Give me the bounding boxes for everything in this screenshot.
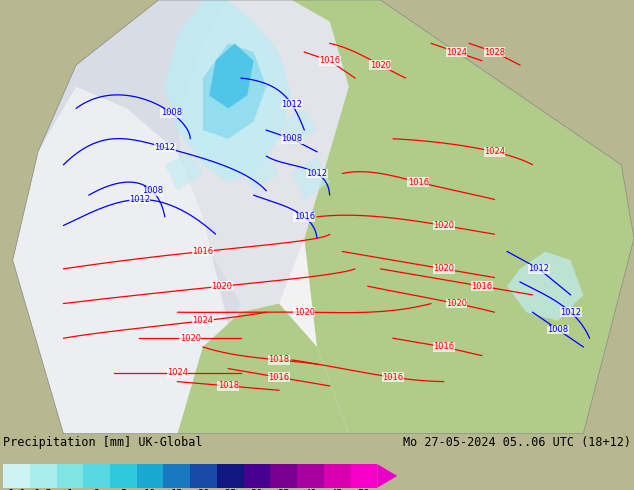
Text: 1020: 1020	[433, 221, 455, 230]
Text: 1016: 1016	[192, 247, 214, 256]
Text: 1012: 1012	[560, 308, 581, 317]
Text: 1012: 1012	[306, 169, 328, 178]
Text: 1020: 1020	[433, 265, 455, 273]
Polygon shape	[63, 0, 349, 434]
Polygon shape	[190, 122, 228, 156]
Polygon shape	[241, 152, 279, 191]
Text: 1018: 1018	[217, 381, 239, 391]
Text: 1020: 1020	[179, 334, 201, 343]
Text: 1018: 1018	[268, 355, 290, 365]
Text: 1024: 1024	[192, 317, 214, 325]
Text: 1016: 1016	[294, 212, 315, 221]
Bar	[217, 464, 243, 488]
Text: 1016: 1016	[382, 373, 404, 382]
Polygon shape	[377, 464, 398, 488]
Text: 1016: 1016	[408, 178, 429, 187]
Bar	[297, 464, 324, 488]
Bar	[30, 464, 56, 488]
Text: 1012: 1012	[129, 195, 150, 204]
Text: 1012: 1012	[528, 265, 550, 273]
Text: 1020: 1020	[446, 299, 467, 308]
Text: 1012: 1012	[154, 143, 176, 152]
Polygon shape	[380, 0, 634, 434]
Bar	[56, 464, 83, 488]
Polygon shape	[13, 0, 241, 434]
Bar	[137, 464, 164, 488]
Polygon shape	[13, 87, 228, 434]
Bar	[270, 464, 297, 488]
Text: 1008: 1008	[141, 186, 163, 196]
Bar	[243, 464, 270, 488]
Polygon shape	[165, 152, 203, 191]
Text: 1020: 1020	[211, 282, 233, 291]
Polygon shape	[203, 44, 266, 139]
Text: 1016: 1016	[268, 373, 290, 382]
Text: 1020: 1020	[370, 61, 391, 70]
Text: Mo 27-05-2024 05..06 UTC (18+12): Mo 27-05-2024 05..06 UTC (18+12)	[403, 436, 631, 449]
Text: 1008: 1008	[160, 108, 182, 117]
Text: 1024: 1024	[446, 48, 467, 56]
Text: 1024: 1024	[484, 147, 505, 156]
Text: 1016: 1016	[319, 56, 340, 65]
Polygon shape	[292, 156, 330, 199]
Text: 1016: 1016	[433, 343, 455, 351]
Polygon shape	[507, 251, 583, 321]
Text: 1012: 1012	[281, 99, 302, 109]
Text: 1008: 1008	[281, 134, 302, 143]
Text: 1008: 1008	[547, 325, 569, 334]
Polygon shape	[292, 0, 634, 434]
Text: 1024: 1024	[167, 368, 188, 377]
Polygon shape	[279, 108, 317, 147]
Polygon shape	[209, 44, 254, 108]
Polygon shape	[165, 0, 292, 182]
Bar	[3, 464, 30, 488]
Text: 1016: 1016	[471, 282, 493, 291]
Text: 1020: 1020	[294, 308, 315, 317]
Bar	[351, 464, 377, 488]
Bar	[110, 464, 137, 488]
Polygon shape	[13, 0, 634, 434]
Bar	[324, 464, 351, 488]
Polygon shape	[0, 0, 158, 434]
Text: Precipitation [mm] UK-Global: Precipitation [mm] UK-Global	[3, 436, 203, 449]
Bar	[83, 464, 110, 488]
Polygon shape	[178, 304, 349, 434]
Text: 1028: 1028	[484, 48, 505, 56]
Bar	[164, 464, 190, 488]
Bar	[190, 464, 217, 488]
